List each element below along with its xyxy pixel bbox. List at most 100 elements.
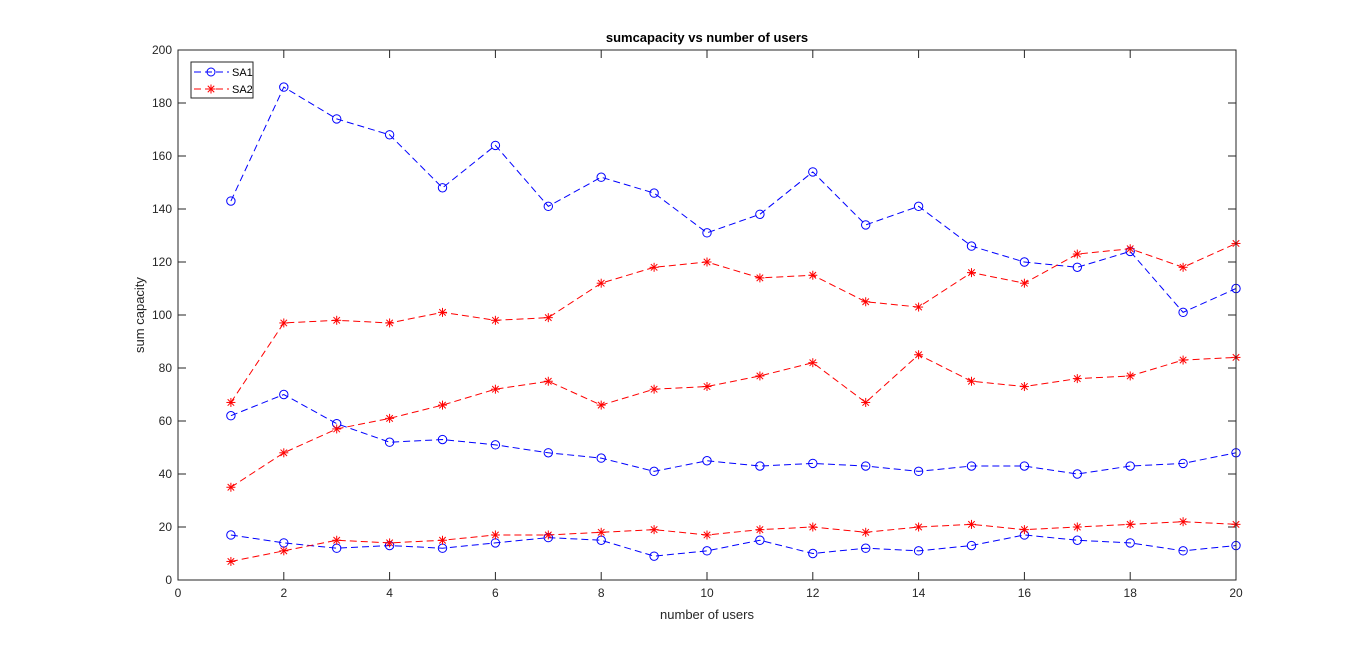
x-tick-label: 8 (598, 586, 605, 600)
data-point-sa2 (279, 546, 289, 556)
data-point-sa2 (226, 556, 236, 566)
data-point-sa2 (596, 400, 606, 410)
data-point-sa2 (1178, 262, 1188, 272)
data-point-sa2 (596, 527, 606, 537)
data-point-sa2 (755, 371, 765, 381)
data-point-sa1 (279, 389, 289, 400)
data-point-sa2 (543, 530, 553, 540)
x-tick-label: 16 (1018, 586, 1032, 600)
data-point-sa1 (702, 456, 712, 466)
data-point-sa1 (913, 201, 924, 212)
y-tick-label: 60 (159, 414, 173, 428)
data-point-sa2 (438, 307, 447, 317)
data-point-sa2 (226, 397, 236, 407)
data-point-sa1 (808, 548, 818, 559)
data-point-sa2 (755, 273, 765, 283)
x-tick-label: 10 (700, 586, 714, 600)
data-point-sa2 (226, 482, 236, 492)
data-point-sa2 (279, 318, 289, 328)
plot-frame (177, 49, 1237, 581)
data-point-sa1 (649, 188, 659, 198)
series-sa2-line-5 (230, 354, 1237, 488)
data-point-sa2 (649, 384, 659, 394)
y-tick-label: 140 (152, 202, 172, 216)
legend-box (190, 61, 254, 99)
data-point-sa1 (861, 543, 871, 553)
data-point-sa2 (967, 519, 976, 529)
data-point-sa2 (543, 313, 553, 323)
data-point-sa2 (332, 535, 342, 545)
legend-sa2-marker (206, 84, 216, 94)
data-point-sa2 (914, 302, 924, 312)
data-point-sa2 (596, 278, 606, 288)
data-point-sa2 (808, 358, 818, 368)
data-point-sa2 (438, 535, 447, 545)
x-tick-label: 18 (1124, 586, 1138, 600)
data-point-sa2 (861, 397, 871, 407)
data-point-sa1 (490, 140, 501, 151)
data-point-sa2 (332, 424, 342, 434)
y-tick-label: 180 (152, 96, 172, 110)
data-point-sa1 (490, 440, 501, 450)
data-point-sa2 (1072, 249, 1082, 259)
data-point-sa2 (385, 318, 395, 328)
data-point-sa1 (808, 458, 818, 469)
y-tick-label: 200 (152, 43, 172, 57)
y-tick-label: 160 (152, 149, 172, 163)
data-point-sa1 (702, 546, 712, 556)
y-tick-label: 0 (165, 573, 172, 587)
y-tick-label: 40 (159, 467, 173, 481)
axis-ticks: 0 2 4 6 8 10 12 14 16 18 2002040608010012014016018… (152, 43, 1243, 600)
data-point-sa2 (914, 522, 924, 532)
data-point-sa2 (702, 257, 712, 267)
data-point-sa1 (861, 220, 871, 230)
data-point-sa1 (913, 546, 924, 556)
data-point-sa1 (966, 241, 977, 251)
data-point-sa2 (808, 270, 818, 280)
data-point-sa1 (543, 448, 553, 458)
data-point-sa1 (1178, 458, 1188, 469)
data-point-sa1 (861, 461, 871, 471)
data-point-sa2 (1072, 522, 1082, 532)
data-point-sa1 (1072, 469, 1083, 479)
data-point-sa1 (1019, 257, 1030, 267)
data-point-sa2 (279, 448, 289, 458)
data-point-sa2 (1125, 244, 1135, 254)
data-point-sa2 (543, 376, 553, 386)
data-point-sa1 (1125, 538, 1135, 548)
data-point-sa2 (861, 527, 871, 537)
data-point-sa1 (913, 466, 924, 477)
data-point-sa2 (702, 530, 712, 540)
data-point-sa2 (1072, 374, 1082, 384)
data-point-sa1 (1072, 262, 1083, 272)
data-point-sa2 (385, 413, 395, 423)
y-tick-label: 100 (152, 308, 172, 322)
data-point-sa2 (649, 525, 659, 535)
data-point-sa2 (967, 268, 976, 278)
x-tick-label: 0 (175, 586, 182, 600)
x-axis-label: number of users (660, 607, 754, 622)
series-sa1-line-2 (230, 393, 1237, 475)
data-point-sa2 (385, 538, 395, 548)
data-point-sa1 (437, 434, 448, 445)
data-point-sa1 (1178, 546, 1188, 556)
x-tick-label: 12 (806, 586, 820, 600)
data-point-sa2 (808, 522, 818, 532)
data-point-sa2 (861, 297, 871, 307)
data-point-sa2 (1125, 519, 1135, 529)
y-tick-label: 120 (152, 255, 172, 269)
data-point-sa1 (1072, 535, 1083, 545)
data-point-sa1 (332, 114, 342, 124)
data-point-sa1 (649, 551, 659, 561)
x-tick-label: 14 (912, 586, 926, 600)
data-point-sa1 (384, 437, 395, 447)
data-point-sa1 (226, 530, 236, 540)
data-point-sa1 (966, 461, 977, 471)
legend-sa2-label: SA2 (232, 84, 253, 96)
series-sa2-line-4 (230, 242, 1237, 403)
data-point-sa2 (438, 400, 447, 410)
data-point-sa1 (226, 411, 236, 421)
legend-sa1-label: SA1 (232, 67, 253, 79)
data-point-sa2 (1178, 355, 1188, 365)
